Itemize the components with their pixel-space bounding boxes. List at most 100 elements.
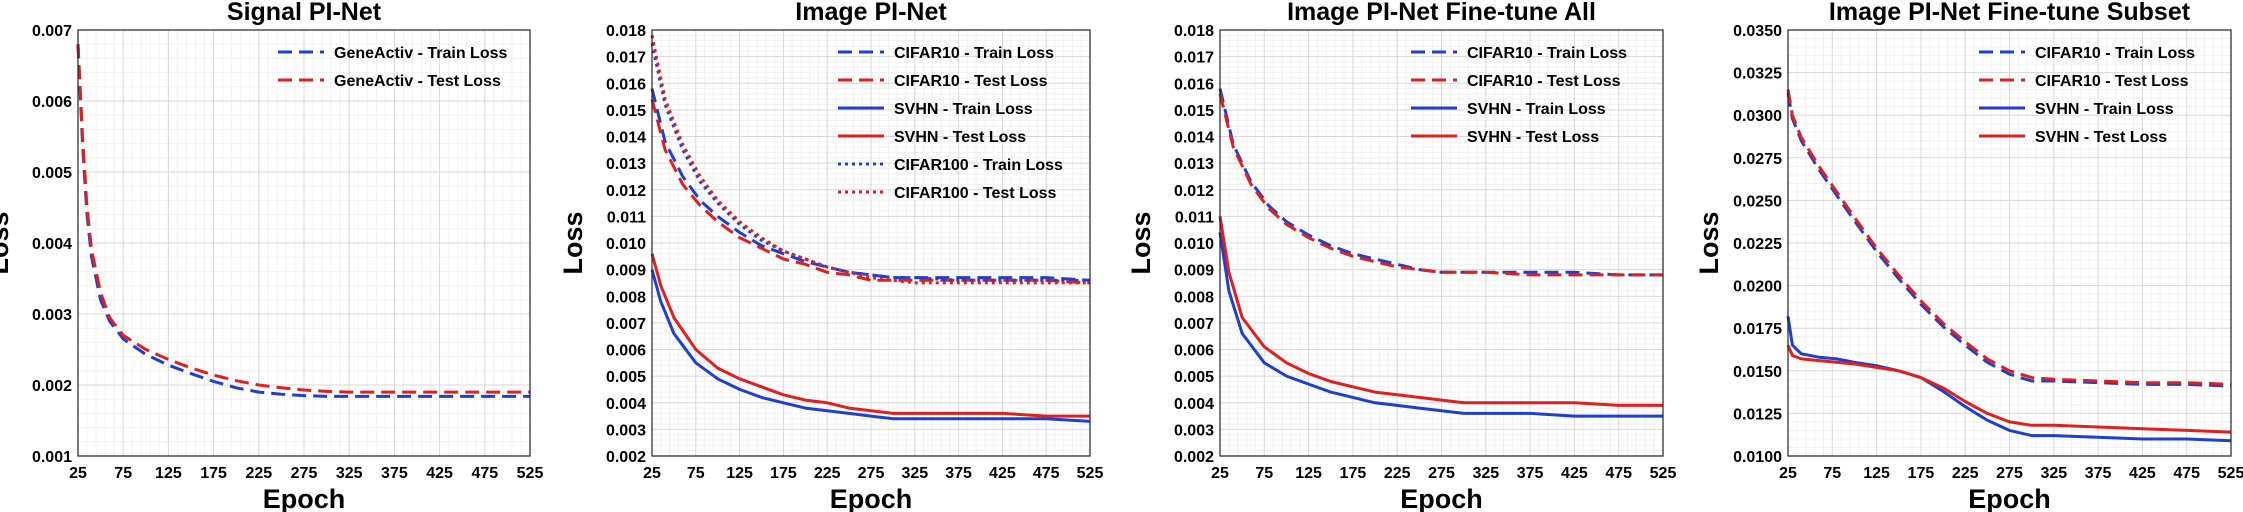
y-tick-label: 0.007 <box>32 23 72 40</box>
y-tick-label: 0.0100 <box>1733 449 1782 466</box>
y-tick-label: 0.016 <box>1174 76 1214 93</box>
x-axis-label: Epoch <box>1968 484 2051 512</box>
x-tick-label: 475 <box>471 465 498 482</box>
chart-panel-3: 25 75 125 175 225 275 325 375 425 475 525 0.002 0.00… <box>1126 0 1676 512</box>
x-tick-label: 225 <box>245 465 272 482</box>
legend-label: SVHN - Train Loss <box>1467 101 1606 118</box>
legend-label: SVHN - Test Loss <box>2035 129 2167 146</box>
x-tick-label: 25 <box>643 465 661 482</box>
chart-panel-2: 25 75 125 175 225 275 325 375 425 475 525 0.002 0.00… <box>558 0 1103 512</box>
x-tick-label: 475 <box>1033 465 1060 482</box>
y-tick-label: 0.009 <box>1174 263 1214 280</box>
chart-title: Image PI-Net Fine-tune All <box>1287 0 1596 26</box>
y-tick-label: 0.010 <box>606 236 646 253</box>
y-tick-label: 0.008 <box>606 289 646 306</box>
y-tick-label: 0.018 <box>606 23 646 40</box>
series-line-3 <box>1218 232 1663 418</box>
x-tick-label: 275 <box>1996 465 2023 482</box>
x-tick-label: 475 <box>2173 465 2200 482</box>
y-tick-label: 0.007 <box>606 316 646 333</box>
x-tick-label: 275 <box>1428 465 1455 482</box>
series-line-2 <box>1218 93 1663 277</box>
y-tick-label: 0.001 <box>32 449 72 466</box>
chart-title: Image PI-Net Fine-tune Subset <box>1829 0 2191 26</box>
x-tick-label: 325 <box>336 465 363 482</box>
series-line-2 <box>76 44 530 394</box>
legend-label: SVHN - Test Loss <box>894 129 1026 146</box>
y-tick-label: 0.005 <box>606 369 646 386</box>
chart-title: Image PI-Net <box>795 0 947 26</box>
y-tick-label: 0.004 <box>606 396 646 413</box>
y-tick-label: 0.017 <box>606 50 646 67</box>
y-tick-label: 0.0300 <box>1733 108 1782 125</box>
y-tick-label: 0.013 <box>606 156 646 173</box>
x-tick-label: 425 <box>2129 465 2156 482</box>
y-tick-label: 0.0275 <box>1733 151 1782 168</box>
legend-label: CIFAR10 - Train Loss <box>894 45 1054 62</box>
y-axis-label: Loss <box>1126 211 1156 274</box>
y-tick-label: 0.012 <box>1174 183 1214 200</box>
y-tick-label: 0.013 <box>1174 156 1214 173</box>
y-tick-label: 0.0250 <box>1733 193 1782 210</box>
x-tick-label: 425 <box>1561 465 1588 482</box>
y-tick-label: 0.002 <box>32 378 72 395</box>
x-tick-label: 275 <box>291 465 318 482</box>
legend-label: CIFAR100 - Test Loss <box>894 185 1057 202</box>
x-axis-label: Epoch <box>830 484 913 512</box>
series-line-2 <box>1786 89 2232 386</box>
x-tick-label: 175 <box>1340 465 1367 482</box>
x-tick-label: 225 <box>1952 465 1979 482</box>
series-line-5 <box>650 42 1090 282</box>
y-tick-label: 0.0175 <box>1733 321 1782 338</box>
y-tick-label: 0.0125 <box>1733 406 1782 423</box>
y-tick-label: 0.0200 <box>1733 279 1782 296</box>
x-tick-label: 375 <box>1517 465 1544 482</box>
legend-label: CIFAR10 - Train Loss <box>2035 45 2195 62</box>
series-line-1 <box>1218 88 1663 277</box>
x-tick-label: 75 <box>687 465 705 482</box>
x-tick-label: 525 <box>517 465 544 482</box>
x-tick-label: 25 <box>1779 465 1797 482</box>
y-tick-label: 0.005 <box>32 165 72 182</box>
y-tick-label: 0.017 <box>1174 50 1214 67</box>
axes-frame <box>1787 29 2232 457</box>
y-tick-label: 0.018 <box>1174 23 1214 40</box>
x-tick-label: 325 <box>2040 465 2067 482</box>
series-line-4 <box>650 253 1090 418</box>
legend-label: SVHN - Test Loss <box>1467 129 1599 146</box>
x-tick-label: 225 <box>1384 465 1411 482</box>
x-tick-label: 175 <box>200 465 227 482</box>
axes-frame <box>651 29 1091 457</box>
y-tick-label: 0.010 <box>1174 236 1214 253</box>
chart-panel-1: 25 75 125 175 225 275 325 375 425 475 525 0.001 0.00… <box>0 0 543 512</box>
axes-frame <box>77 29 531 457</box>
x-tick-label: 125 <box>155 465 182 482</box>
y-tick-label: 0.0350 <box>1733 23 1782 40</box>
y-tick-label: 0.0325 <box>1733 66 1782 83</box>
series-line-4 <box>1218 216 1663 407</box>
legend-label: CIFAR10 - Test Loss <box>2035 73 2189 90</box>
x-tick-label: 525 <box>2218 465 2243 482</box>
y-tick-label: 0.006 <box>606 343 646 360</box>
y-tick-label: 0.006 <box>1174 343 1214 360</box>
y-tick-label: 0.011 <box>607 209 646 226</box>
x-tick-label: 75 <box>114 465 132 482</box>
series-line-4 <box>1786 344 2232 434</box>
chart-panel-4: 25 75 125 175 225 275 325 375 425 475 525 0.0100 0.0… <box>1694 0 2243 512</box>
series-line-1 <box>1786 92 2232 388</box>
x-tick-label: 225 <box>814 465 841 482</box>
y-tick-label: 0.0150 <box>1733 364 1782 381</box>
x-tick-label: 325 <box>901 465 928 482</box>
series-line-6 <box>650 34 1090 285</box>
legend-label: SVHN - Train Loss <box>894 101 1033 118</box>
y-axis-label: Loss <box>0 211 14 274</box>
series-line-1 <box>650 88 1091 282</box>
y-tick-label: 0.002 <box>606 449 646 466</box>
y-tick-label: 0.003 <box>606 422 646 439</box>
x-tick-label: 525 <box>1650 465 1677 482</box>
x-tick-label: 425 <box>426 465 453 482</box>
legend-label: CIFAR10 - Test Loss <box>894 73 1048 90</box>
x-tick-label: 25 <box>69 465 87 482</box>
y-tick-label: 0.014 <box>1174 130 1214 147</box>
